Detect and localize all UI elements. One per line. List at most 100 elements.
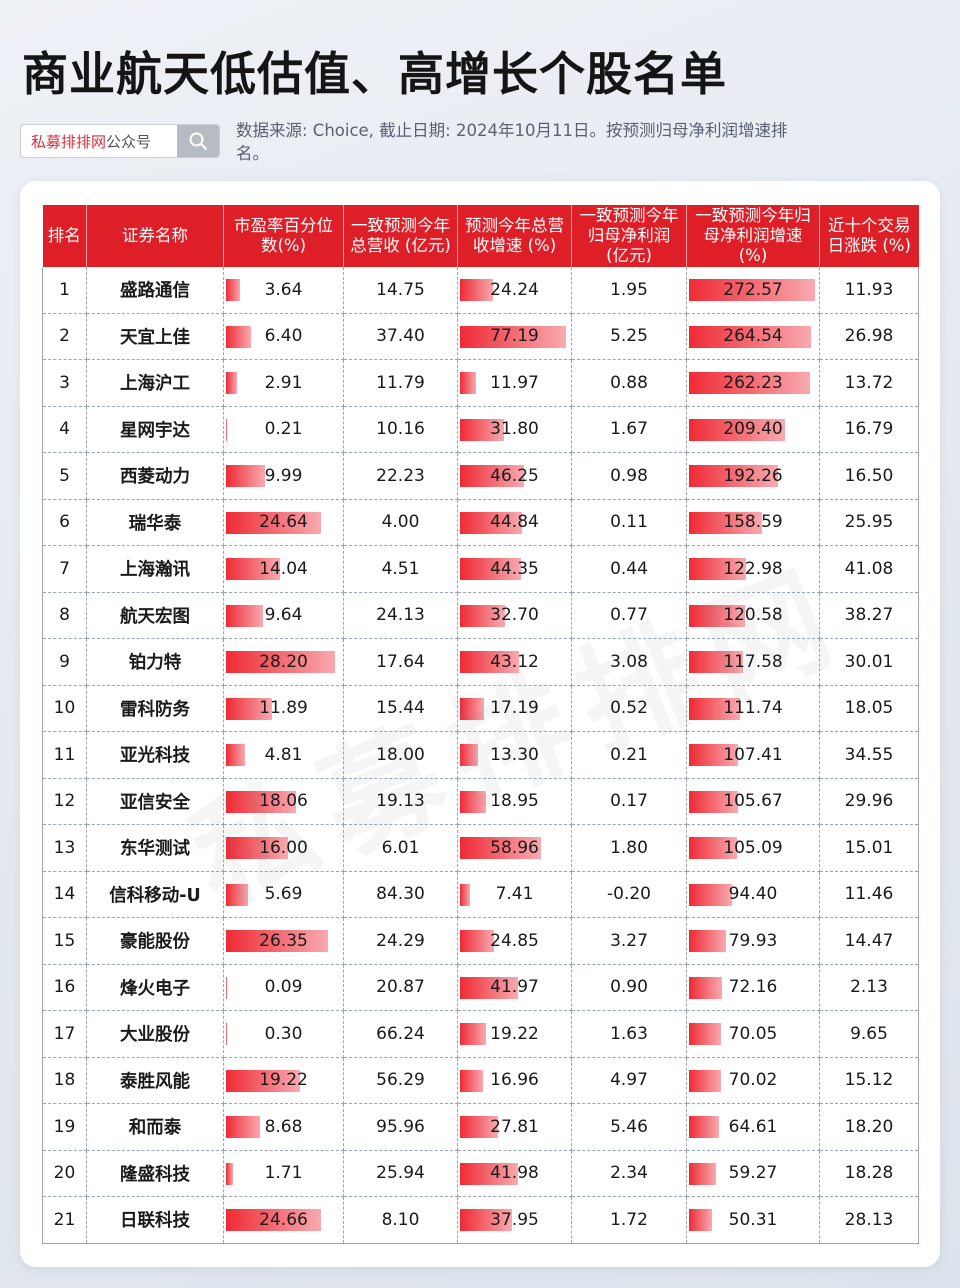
cell-net-profit: 3.27 [571,917,687,965]
cell-revenue-value: 56.29 [376,1070,425,1091]
cell-name: 盛路通信 [86,267,224,314]
cell-10day-change: 25.95 [819,499,919,546]
cell-name: 天宜上佳 [86,313,224,360]
cell-name-value: 铂力特 [128,653,182,674]
cell-net-profit: 4.97 [571,1057,687,1104]
cell-revenue-growth-value: 44.84 [490,512,539,533]
cell-revenue-value: 6.01 [381,837,420,858]
value-bar [460,1069,484,1092]
cell-name-value: 瑞华泰 [128,513,182,534]
value-bar [689,651,744,673]
cell-rank-value: 6 [59,512,70,533]
cell-rank-value: 16 [53,977,76,998]
cell-rank-value: 19 [53,1116,76,1137]
cell-net-profit: 3.08 [571,638,687,686]
cell-pe: 3.64 [223,267,344,314]
cell-revenue-value: 18.00 [376,744,425,765]
cell-revenue-value: 15.44 [376,698,425,719]
cell-revenue-growth-value: 41.97 [490,977,539,998]
value-bar [460,279,494,301]
cell-net-profit-growth: 117.58 [686,638,820,686]
cell-revenue: 84.30 [343,871,458,918]
value-bar [460,1116,499,1138]
cell-name-value: 和而泰 [128,1118,182,1139]
cell-revenue: 15.44 [343,685,458,732]
value-bar [689,883,733,906]
cell-net-profit-value: 0.17 [610,791,648,812]
cell-10day-change-value: 25.95 [844,512,894,533]
cell-revenue-value: 4.51 [381,558,420,579]
cell-rank: 2 [42,313,87,360]
cell-name-value: 亚光科技 [120,746,190,767]
value-bar [226,651,336,673]
cell-name-value: 盛路通信 [120,281,190,302]
cell-10day-change: 28.13 [819,1196,919,1244]
cell-net-profit-value: 1.95 [610,279,648,300]
cell-revenue-value: 25.94 [376,1163,425,1184]
cell-rank: 13 [42,824,87,872]
cell-pe-value: 9.99 [264,465,303,486]
cell-revenue: 4.00 [343,499,458,546]
cell-net-profit: 1.95 [571,267,687,314]
cell-net-profit: 5.25 [571,313,687,360]
search-button[interactable] [177,125,219,157]
table-row: 15 豪能股份 26.35 24.29 24.85 3.27 79.93 14.47 [42,917,919,965]
cell-revenue-growth-value: 41.98 [490,1163,539,1184]
cell-revenue-value: 95.96 [376,1116,425,1137]
cell-revenue: 25.94 [343,1150,458,1197]
value-bar [460,837,542,859]
cell-net-profit-growth-value: 117.58 [723,651,783,672]
col-header-net-profit-growth: 一致预测今年归母净利润增速 (%) [686,205,820,267]
value-bar [689,744,739,766]
search-box[interactable]: 私募排排网 公众号 [20,124,220,158]
cell-10day-change-value: 16.79 [844,419,894,440]
value-bar [689,1209,713,1231]
cell-name-value: 大业股份 [120,1025,190,1046]
cell-name-value: 雷科防务 [120,699,190,720]
cell-net-profit-growth: 59.27 [686,1150,820,1197]
cell-revenue-growth: 43.12 [457,638,572,686]
table-row: 20 隆盛科技 1.71 25.94 41.98 2.34 59.27 18.28 [42,1150,919,1197]
cell-net-profit-value: 0.11 [610,512,648,533]
cell-pe-value: 26.35 [259,930,308,951]
cell-rank: 20 [42,1150,87,1197]
cell-name: 日联科技 [86,1196,224,1244]
cell-10day-change-value: 38.27 [844,605,894,626]
page-title: 商业航天低估值、高增长个股名单 [22,47,727,101]
cell-revenue-value: 17.64 [376,651,425,672]
cell-pe: 6.40 [223,313,344,360]
cell-pe-value: 0.21 [264,419,303,440]
table-row: 10 雷科防务 11.89 15.44 17.19 0.52 111.74 18.05 [42,685,919,732]
cell-name: 铂力特 [86,638,224,686]
cell-revenue-value: 4.00 [381,512,420,533]
table-row: 13 东华测试 16.00 6.01 58.96 1.80 105.09 15.01 [42,824,919,872]
cell-pe-value: 19.22 [259,1070,308,1091]
value-bar [689,1069,722,1092]
search-text[interactable]: 私募排排网 公众号 [21,125,177,157]
cell-rank-value: 9 [59,651,70,672]
cell-net-profit-value: 4.97 [610,1070,648,1091]
cell-name: 雷科防务 [86,685,224,732]
cell-10day-change: 15.01 [819,824,919,872]
cell-revenue-growth-value: 24.24 [490,279,539,300]
cell-10day-change-value: 34.55 [844,744,894,765]
col-header-revenue-growth: 预测今年总营收增速 (%) [457,205,572,267]
value-bar [689,511,763,534]
cell-rank-value: 12 [53,791,76,812]
cell-rank-value: 10 [53,698,76,719]
cell-10day-change: 16.50 [819,452,919,500]
cell-10day-change-value: 29.96 [844,791,894,812]
cell-revenue-growth: 44.84 [457,499,572,546]
cell-10day-change: 41.08 [819,545,919,593]
cell-revenue-growth: 18.95 [457,778,572,825]
cell-revenue-value: 11.79 [376,372,425,393]
cell-name-value: 泰胜风能 [120,1071,190,1092]
value-bar [226,1162,233,1185]
cell-name-value: 航天宏图 [120,606,190,627]
cell-10day-change-value: 28.13 [844,1209,894,1230]
cell-10day-change: 30.01 [819,638,919,686]
cell-pe: 2.91 [223,359,344,407]
table-row: 8 航天宏图 9.64 24.13 32.70 0.77 120.58 38.27 [42,592,919,639]
cell-net-profit-value: 0.77 [610,605,648,626]
cell-net-profit-value: 5.46 [610,1116,648,1137]
